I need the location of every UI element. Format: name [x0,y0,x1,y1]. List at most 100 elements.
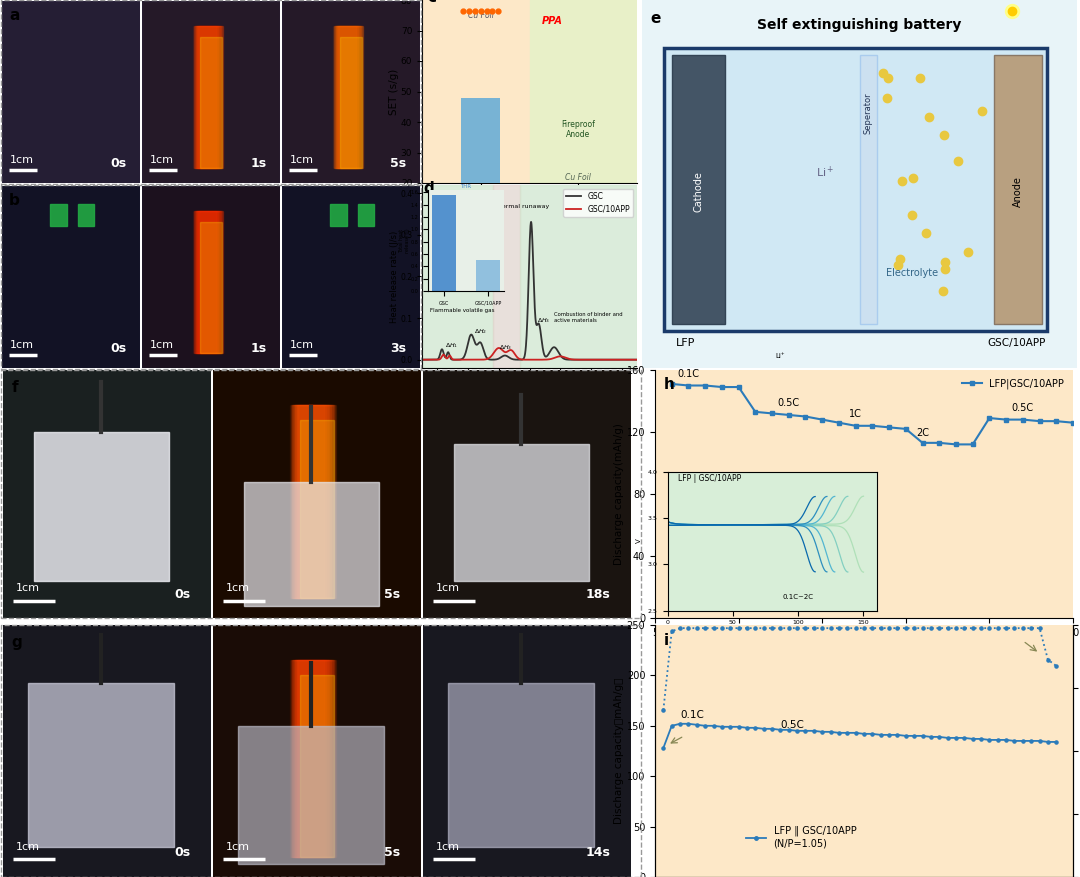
Text: 1cm: 1cm [291,339,314,350]
GSC [588,354,600,365]
Bar [529,0,637,183]
LFP|GSC/10APP [766,408,779,418]
LFP ‖ GSC/10APP
(N/P=1.05) [874,730,887,740]
FancyBboxPatch shape [664,48,1047,332]
Text: 5s: 5s [390,157,406,170]
LFP|GSC/10APP [983,413,996,424]
Line: LFP|GSC/10APP: LFP|GSC/10APP [670,381,1076,446]
Text: 0.5C: 0.5C [781,720,805,730]
Text: Flammable volatile gas: Flammable volatile gas [430,308,495,313]
LFP|GSC/10APP [949,439,962,450]
LFP|GSC/10APP [1034,416,1047,426]
Text: Thermal runaway: Thermal runaway [495,203,550,209]
Text: GSC/10APP: GSC/10APP [987,338,1045,348]
GSC [564,354,577,365]
Text: 0s: 0s [110,157,126,170]
Wedge shape [800,418,840,458]
Text: 18s: 18s [585,588,610,601]
X-axis label: Time (min): Time (min) [503,392,556,403]
Text: g: g [11,635,22,650]
Text: 1s: 1s [251,157,266,170]
LFP|GSC/10APP [882,422,895,432]
LFP ‖ GSC/10APP
(N/P=1.05) [1025,736,1038,746]
FancyBboxPatch shape [673,55,725,324]
LFP|GSC/10APP [715,381,728,392]
Bar [562,219,595,244]
LFP ‖ GSC/10APP
(N/P=1.05) [1034,736,1047,746]
LFP ‖ GSC/10APP
(N/P=1.05) [891,730,904,740]
GSC [510,354,523,365]
Text: Li⁺: Li⁺ [775,353,785,359]
Text: Combustion of binder and
active materials: Combustion of binder and active material… [554,312,623,324]
Text: 1cm: 1cm [435,842,459,852]
Text: Self extinguishing battery: Self extinguishing battery [757,18,961,32]
LFP ‖ GSC/10APP
(N/P=1.05) [707,721,720,731]
GSC [416,354,429,365]
Text: b: b [9,193,19,208]
Text: a: a [9,8,19,24]
LFP|GSC/10APP [681,381,694,391]
LFP ‖ GSC/10APP
(N/P=1.05) [924,731,937,742]
LFP ‖ GSC/10APP
(N/P=1.05) [766,724,779,734]
Text: 1cm: 1cm [226,842,249,852]
GSC/10APP [437,350,450,360]
LFP ‖ GSC/10APP
(N/P=1.05) [782,724,795,735]
LFP ‖ GSC/10APP
(N/P=1.05) [983,735,996,745]
Y-axis label: SET (s/g): SET (s/g) [390,68,400,115]
GSC/10APP [564,353,577,364]
LFP|GSC/10APP [866,421,879,431]
LFP ‖ GSC/10APP
(N/P=1.05) [866,729,879,739]
Text: 3s: 3s [390,342,406,355]
LFP ‖ GSC/10APP
(N/P=1.05) [958,732,971,743]
LFP ‖ GSC/10APP
(N/P=1.05) [849,728,862,738]
Text: Anode: Anode [1013,176,1023,207]
LFP ‖ GSC/10APP
(N/P=1.05) [732,722,745,732]
Text: $\Delta H_3$: $\Delta H_3$ [499,343,512,353]
Wedge shape [840,418,880,458]
Text: APP+PAA: APP+PAA [826,479,854,484]
Text: Li$^+$: Li$^+$ [816,165,835,180]
LFP ‖ GSC/10APP
(N/P=1.05) [715,722,728,732]
LFP ‖ GSC/10APP
(N/P=1.05) [757,724,770,734]
Text: 0.5C: 0.5C [1012,403,1034,413]
Text: 1cm: 1cm [435,583,459,593]
LFP ‖ GSC/10APP
(N/P=1.05) [916,731,929,741]
Text: PP: PP [737,414,744,419]
Text: 0.1C: 0.1C [680,709,704,720]
Bar [422,185,492,368]
Text: 2C: 2C [916,428,929,438]
FancyBboxPatch shape [860,55,877,324]
Text: Electrolyte: Electrolyte [886,268,937,278]
Bar [492,185,521,368]
Text: PPA: PPA [542,17,563,26]
LFP ‖ GSC/10APP
(N/P=1.05) [967,734,980,745]
Text: $\Delta H_3$: $\Delta H_3$ [537,317,551,325]
LFP|GSC/10APP [748,407,761,417]
Text: 5s: 5s [384,846,401,859]
LFP ‖ GSC/10APP
(N/P=1.05) [949,732,962,743]
GSC/10APP [502,346,515,356]
Text: Seperator: Seperator [864,92,873,133]
LFP ‖ GSC/10APP
(N/P=1.05) [774,724,787,735]
Text: Al₂O₃: Al₂O₃ [862,384,878,389]
Line: LFP ‖ GSC/10APP
(N/P=1.05): LFP ‖ GSC/10APP (N/P=1.05) [660,721,1059,751]
Text: i: i [663,632,669,647]
Bar [521,185,637,368]
LFP|GSC/10APP [699,381,712,391]
LFP|GSC/10APP [1000,414,1013,424]
LFP|GSC/10APP [665,379,678,389]
Legend: LFP ‖ GSC/10APP
(N/P=1.05): LFP ‖ GSC/10APP (N/P=1.05) [742,822,860,852]
Text: 1cm: 1cm [11,339,35,350]
X-axis label: Cycle number: Cycle number [825,643,903,653]
Text: 1cm: 1cm [11,155,35,165]
LFP ‖ GSC/10APP
(N/P=1.05) [815,726,828,737]
LFP ‖ GSC/10APP
(N/P=1.05) [824,726,837,737]
LFP ‖ GSC/10APP
(N/P=1.05) [941,732,954,743]
LFP ‖ GSC/10APP
(N/P=1.05) [665,721,678,731]
Text: $\Delta H_2$: $\Delta H_2$ [474,326,487,336]
Text: 1cm: 1cm [150,155,174,165]
LFP|GSC/10APP [967,439,980,450]
LFP|GSC/10APP [916,438,929,448]
LFP|GSC/10APP [849,421,862,431]
Text: 1C: 1C [849,410,862,419]
